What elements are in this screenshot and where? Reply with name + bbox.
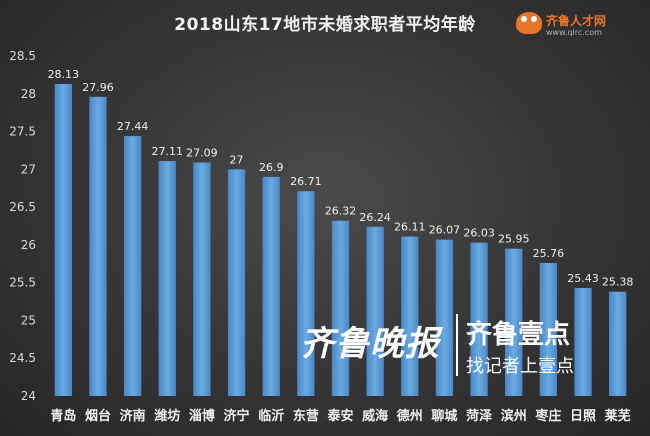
y-tick-label: 28 xyxy=(21,87,36,101)
x-tick-label: 烟台 xyxy=(85,408,111,424)
y-axis: 24 24.5 25 25.5 26 26.5 27 27.5 28 28.5 xyxy=(9,49,36,403)
bar xyxy=(539,263,558,396)
x-tick-label: 泰安 xyxy=(326,408,353,424)
bar-value-label: 28.13 xyxy=(48,68,80,81)
x-tick-label: 聊城 xyxy=(431,408,457,424)
bar xyxy=(401,236,419,396)
bar xyxy=(297,191,315,396)
watermark-left: 齐鲁晚报 xyxy=(300,324,440,364)
newspaper-watermark: 齐鲁晚报 齐鲁壹点 找记者上壹点 xyxy=(300,308,600,384)
bars xyxy=(54,83,627,397)
watermark-right-bottom: 找记者上壹点 xyxy=(466,356,574,377)
bar xyxy=(366,226,384,396)
bar xyxy=(435,239,454,396)
bar-value-label: 26.71 xyxy=(290,175,322,188)
site-logo: 齐鲁人才网 www.qlrc.com xyxy=(516,10,636,42)
bar-value-label: 27 xyxy=(230,153,244,166)
y-tick-label: 28.5 xyxy=(9,49,36,63)
watermark-divider xyxy=(456,314,458,376)
x-tick-label: 日照 xyxy=(570,409,596,424)
x-tick-label: 东营 xyxy=(293,408,319,424)
x-tick-label: 威海 xyxy=(362,408,388,424)
x-tick-label: 青岛 xyxy=(50,408,76,424)
bar-value-label: 25.43 xyxy=(567,272,599,285)
bar-value-label: 26.9 xyxy=(259,161,284,174)
bar xyxy=(470,242,488,396)
bar-value-label: 25.95 xyxy=(498,233,530,246)
bar xyxy=(331,220,350,396)
logo-url: www.qlrc.com xyxy=(546,28,602,37)
bar-value-label: 27.11 xyxy=(152,145,184,158)
y-tick-label: 26 xyxy=(21,238,36,252)
bar-value-label: 26.11 xyxy=(394,221,426,234)
y-tick-label: 27.5 xyxy=(9,125,36,139)
x-tick-label: 菏泽 xyxy=(466,408,493,424)
x-tick-label: 临沂 xyxy=(258,408,284,424)
x-axis: 青岛 烟台 济南 潍坊 淄博 济宁 临沂 东营 泰安 威海 德州 聊城 菏泽 滨州 枣庄 日照 莱芜 xyxy=(50,408,630,424)
bar xyxy=(227,169,246,396)
bar xyxy=(158,161,176,396)
bar-value-label: 26.32 xyxy=(325,205,357,218)
x-tick-label: 淄博 xyxy=(189,408,215,424)
chart-title: 2018山东17地市未婚求职者平均年龄 xyxy=(174,15,476,35)
bar xyxy=(123,136,142,397)
y-tick-label: 25.5 xyxy=(9,276,36,290)
y-tick-label: 26.5 xyxy=(9,200,36,214)
y-tick-label: 24.5 xyxy=(9,351,36,365)
x-tick-label: 潍坊 xyxy=(154,408,180,424)
x-tick-label: 济南 xyxy=(120,408,146,424)
bar xyxy=(89,96,107,397)
x-tick-label: 莱芜 xyxy=(605,408,631,424)
frog-logo-icon xyxy=(516,12,542,34)
bar-value-label: 26.24 xyxy=(359,211,391,224)
bar-value-label: 26.07 xyxy=(429,224,461,237)
x-tick-label: 滨州 xyxy=(501,408,527,424)
y-tick-label: 27 xyxy=(21,162,36,176)
bar xyxy=(505,248,523,396)
x-tick-label: 枣庄 xyxy=(534,408,561,424)
bar xyxy=(609,291,627,396)
bar-value-label: 27.96 xyxy=(82,81,114,94)
bar xyxy=(262,176,280,396)
y-tick-label: 25 xyxy=(21,313,36,327)
bar xyxy=(574,287,592,396)
y-tick-label: 24 xyxy=(21,389,36,403)
bar-value-label: 27.09 xyxy=(186,147,218,160)
watermark-right-top: 齐鲁壹点 xyxy=(466,320,571,350)
bar xyxy=(54,83,72,396)
logo-name: 齐鲁人才网 xyxy=(546,14,607,28)
bar-value-label: 26.03 xyxy=(463,227,495,240)
bar xyxy=(193,162,211,396)
bar-value-label: 25.38 xyxy=(602,276,634,289)
x-tick-label: 德州 xyxy=(397,408,423,424)
bar-value-label: 25.76 xyxy=(533,247,565,260)
x-tick-label: 济宁 xyxy=(224,408,250,424)
bar-value-label: 27.44 xyxy=(117,120,149,133)
